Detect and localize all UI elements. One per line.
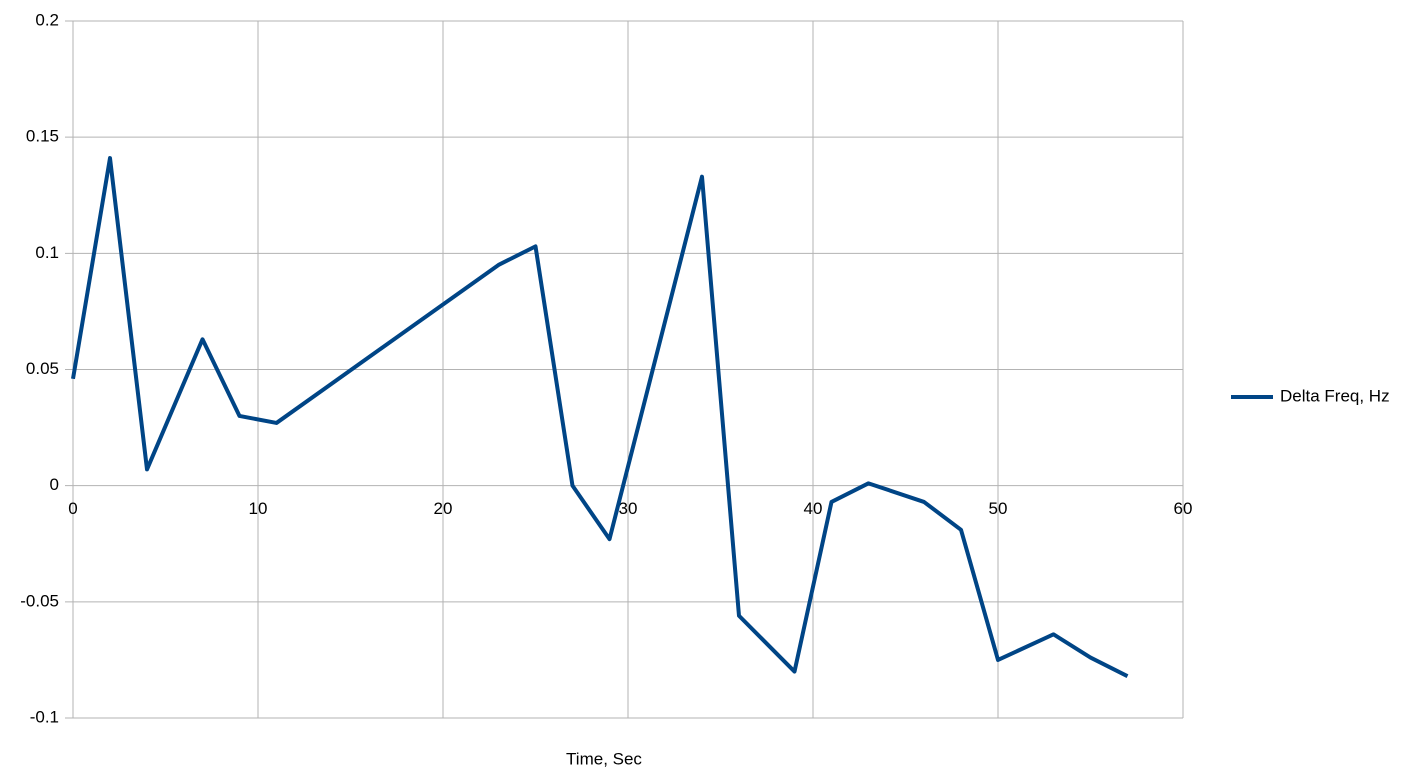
x-tick-label: 30 xyxy=(619,499,638,518)
y-tick-label: 0.2 xyxy=(35,10,59,29)
x-tick-label: 40 xyxy=(804,499,823,518)
x-tick-label: 0 xyxy=(68,499,77,518)
y-tick-label: 0.05 xyxy=(26,359,59,378)
x-tick-label: 60 xyxy=(1174,499,1193,518)
x-axis-label: Time, Sec xyxy=(566,749,642,768)
y-tick-label: 0 xyxy=(50,475,59,494)
x-tick-label: 10 xyxy=(249,499,268,518)
y-tick-label: -0.05 xyxy=(20,591,59,610)
x-tick-label: 50 xyxy=(989,499,1008,518)
y-tick-label: 0.15 xyxy=(26,127,59,146)
x-tick-label: 20 xyxy=(434,499,453,518)
y-tick-label: -0.1 xyxy=(30,707,59,726)
data-line xyxy=(71,156,1129,678)
legend-label: Delta Freq, Hz xyxy=(1280,386,1390,405)
y-tick-label: 0.1 xyxy=(35,243,59,262)
